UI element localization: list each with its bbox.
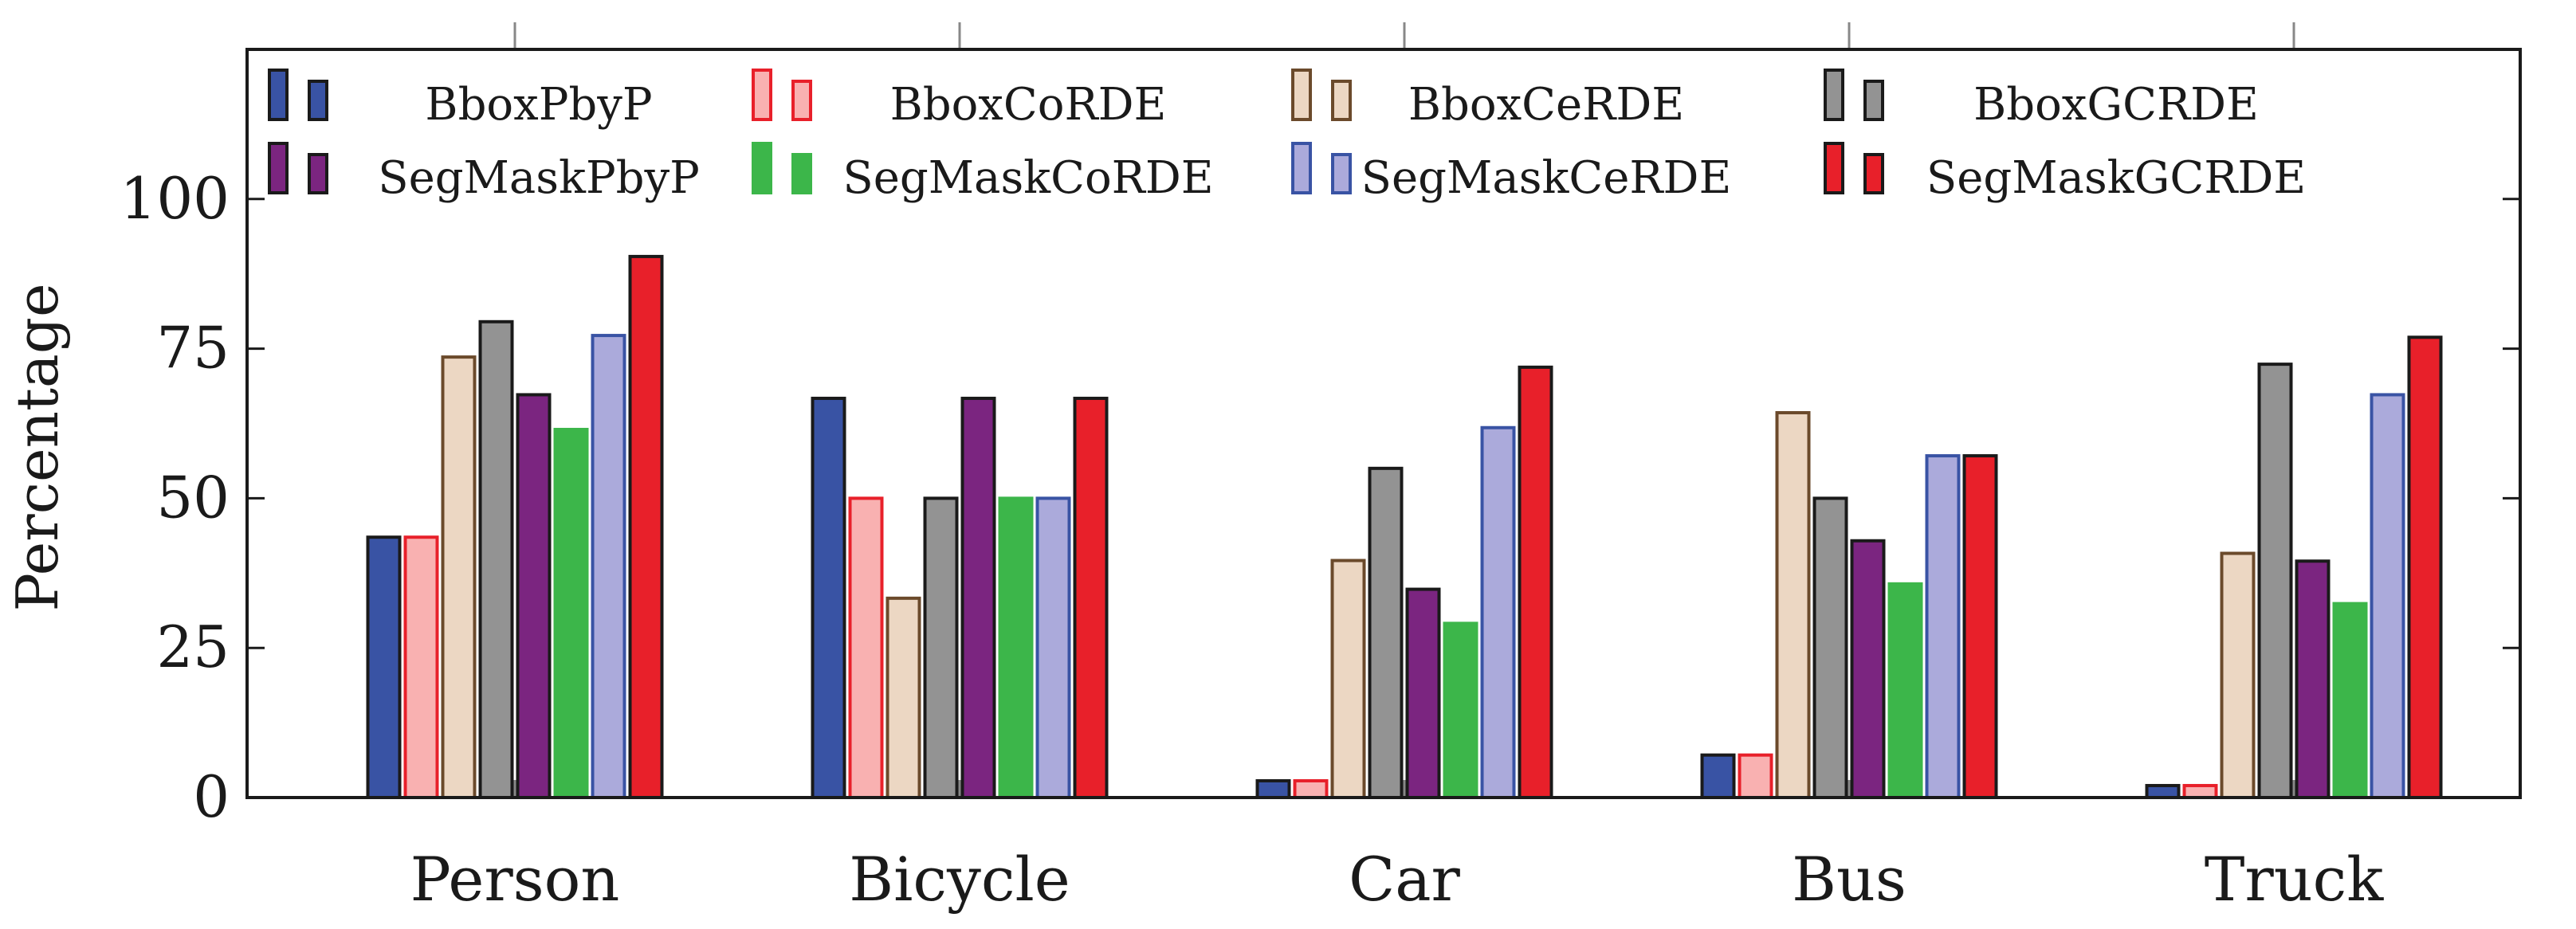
y-tick-label: 50 xyxy=(156,464,230,531)
bar-segmaskcorde-person xyxy=(553,428,589,800)
y-tick-label: 0 xyxy=(193,763,230,830)
bar-segmaskpbyp-bicycle xyxy=(960,396,996,799)
bar-bboxcorde-person xyxy=(403,535,439,800)
bar-bboxpbyp-bus xyxy=(1700,753,1736,799)
bars-group xyxy=(366,254,2443,800)
legend-label: BboxGCRDE xyxy=(1973,79,2259,131)
bar-segmaskcorde-truck xyxy=(2332,602,2368,799)
bar-bboxgcrde-person xyxy=(478,319,514,799)
legend-label: BboxCoRDE xyxy=(890,79,1167,131)
legend-swatch xyxy=(1824,69,1844,121)
bar-bboxcerde-car xyxy=(1330,559,1366,799)
legend-swatch xyxy=(268,142,289,194)
legend-swatch-small xyxy=(308,153,328,194)
bar-bboxcorde-bicycle xyxy=(848,496,884,800)
bar-bboxpbyp-truck xyxy=(2145,783,2181,800)
bar-bboxpbyp-car xyxy=(1255,778,1291,799)
legend: BboxPbyP BboxCoRDE BboxCeRDE BboxGCRDE SegMa… xyxy=(268,69,2306,204)
legend-swatch xyxy=(1291,142,1312,194)
legend-swatch-small xyxy=(1863,80,1884,121)
bar-segmaskpbyp-bus xyxy=(1850,539,1886,800)
bar-bboxgcrde-bicycle xyxy=(923,496,959,800)
bar-segmaskgcrde-person xyxy=(628,254,664,799)
legend-swatch-small xyxy=(791,153,812,194)
bar-bboxpbyp-person xyxy=(366,535,402,800)
bar-segmaskcerde-truck xyxy=(2370,393,2405,799)
x-tick-label: Bus xyxy=(1792,844,1906,915)
y-tick-label: 25 xyxy=(156,613,230,680)
bar-segmaskgcrde-car xyxy=(1518,365,1553,799)
bar-segmaskcerde-person xyxy=(591,334,626,799)
bar-segmaskpbyp-car xyxy=(1405,587,1441,799)
legend-label: SegMaskPbyP xyxy=(378,152,700,204)
bar-segmaskcorde-bicycle xyxy=(998,496,1034,800)
bar-bboxgcrde-car xyxy=(1368,466,1404,800)
bar-segmaskcerde-car xyxy=(1480,425,1516,800)
legend-label: SegMaskGCRDE xyxy=(1926,152,2306,204)
legend-swatch xyxy=(752,69,772,121)
bar-segmaskgcrde-bicycle xyxy=(1073,396,1109,799)
legend-swatch xyxy=(752,142,772,194)
x-tick-label: Bicycle xyxy=(849,844,1070,915)
bar-segmaskpbyp-person xyxy=(516,393,552,799)
bar-bboxcerde-person xyxy=(441,355,477,799)
legend-swatch-small xyxy=(1331,80,1352,121)
legend-label: SegMaskCeRDE xyxy=(1361,152,1732,204)
bar-segmaskcerde-bus xyxy=(1925,454,1961,800)
bar-bboxpbyp-bicycle xyxy=(811,396,846,799)
legend-swatch-small xyxy=(1863,153,1884,194)
ticks-group: 0 25 50 75 100 Person Bicycle Car Bus Truck xyxy=(120,22,2520,915)
bar-segmaskcorde-bus xyxy=(1887,582,1923,799)
bar-segmaskgcrde-bus xyxy=(1962,454,1998,800)
x-tick-label: Car xyxy=(1349,844,1460,915)
x-tick-label: Person xyxy=(410,844,620,915)
legend-swatch xyxy=(1824,142,1844,194)
y-tick-label: 100 xyxy=(120,165,230,232)
bar-segmaskcorde-car xyxy=(1443,621,1478,800)
bar-bboxcorde-bus xyxy=(1738,753,1773,799)
legend-label: SegMaskCoRDE xyxy=(842,152,1213,204)
bar-bboxgcrde-bus xyxy=(1812,496,1848,800)
legend-swatch-small xyxy=(1331,153,1352,194)
bar-bboxcorde-truck xyxy=(2182,783,2218,800)
bar-bboxcerde-bicycle xyxy=(886,596,921,799)
legend-swatch xyxy=(268,69,289,121)
y-tick-label: 75 xyxy=(156,315,230,382)
legend-label: BboxCeRDE xyxy=(1408,79,1684,131)
bar-bboxcorde-car xyxy=(1293,778,1329,799)
bar-bboxgcrde-truck xyxy=(2257,363,2293,799)
legend-swatch-small xyxy=(791,80,812,121)
bar-segmaskcerde-bicycle xyxy=(1035,496,1071,800)
legend-swatch xyxy=(1291,69,1312,121)
plot-frame xyxy=(245,48,2522,799)
bar-segmaskpbyp-truck xyxy=(2295,559,2331,799)
legend-label: BboxPbyP xyxy=(425,79,652,131)
y-axis-title: Percentage xyxy=(4,283,71,611)
bar-bboxcerde-bus xyxy=(1775,410,1811,799)
legend-swatch-small xyxy=(308,80,328,121)
x-tick-label: Truck xyxy=(2205,844,2385,915)
bar-segmaskgcrde-truck xyxy=(2407,335,2443,799)
bar-bboxcerde-truck xyxy=(2220,551,2256,799)
